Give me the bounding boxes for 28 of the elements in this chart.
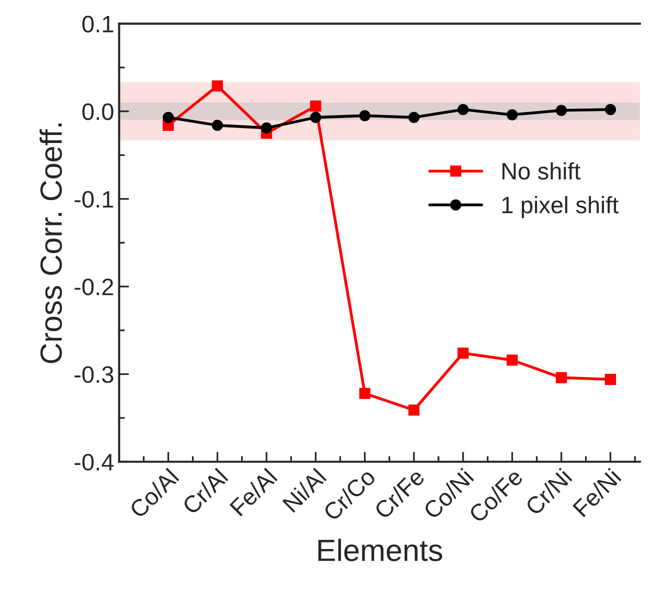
point <box>604 374 616 385</box>
legend-label: 1 pixel shift <box>502 196 619 218</box>
y-tick-label: -0.3 <box>74 366 114 383</box>
legend-label: No shift <box>502 162 580 180</box>
point <box>162 112 174 123</box>
point <box>359 388 370 399</box>
point <box>310 100 322 112</box>
y-tick-label: -0.1 <box>74 190 114 208</box>
point <box>506 109 518 120</box>
y-tick-label: -0.4 <box>74 454 114 471</box>
point <box>260 122 272 134</box>
point <box>458 104 469 116</box>
point <box>359 110 370 122</box>
point <box>604 104 616 116</box>
point <box>212 80 223 92</box>
point <box>310 112 322 123</box>
x-axis-title: Elements <box>318 538 442 562</box>
point <box>556 372 567 384</box>
y-tick-label: -0.2 <box>74 278 114 296</box>
point <box>408 112 420 123</box>
point <box>212 120 223 131</box>
y-axis-title: Cross Corr. Coeff. <box>40 124 62 364</box>
y-tick-label: 0.0 <box>82 103 114 120</box>
point <box>506 354 518 366</box>
point <box>458 348 469 359</box>
point <box>408 404 420 416</box>
y-tick-label: 0.1 <box>82 16 114 32</box>
point <box>556 104 567 116</box>
